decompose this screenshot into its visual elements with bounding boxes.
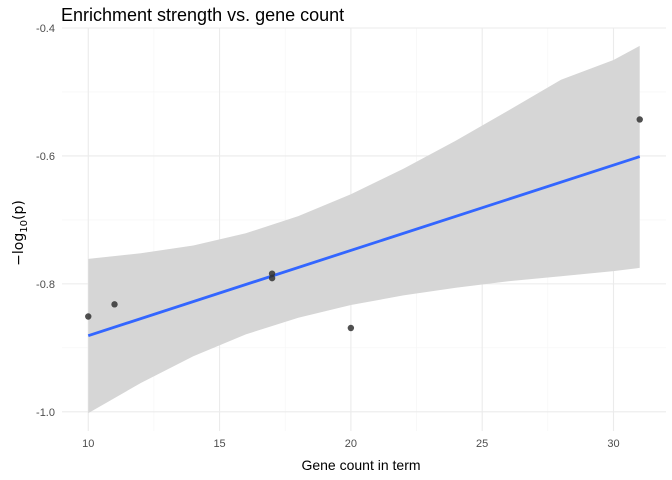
x-tick-label: 30 [607,438,619,450]
y-tick-label: -0.6 [36,151,55,163]
y-axis-title-subscript: 10 [19,220,30,233]
confidence-band-layer [88,45,640,414]
x-tick-label: 15 [213,438,225,450]
chart-title: Enrichment strength vs. gene count [61,5,344,25]
data-point [636,116,643,123]
data-point [347,324,355,332]
x-tick-label: 25 [476,438,488,450]
data-point [268,270,276,277]
regression-line [87,155,641,338]
data-point [111,301,118,308]
y-axis-title: −log10(p) [11,200,30,266]
x-tick-labels: 10 15 20 25 30 [82,438,619,450]
x-tick-label: 20 [345,438,357,450]
y-axis-title-prefix: −log [11,233,27,266]
x-axis-title: Gene count in term [301,457,420,473]
y-tick-label: -0.8 [36,279,55,291]
fit-line-layer [87,155,641,338]
data-point [85,313,92,320]
y-tick-label: -0.4 [36,23,55,35]
point-layer [85,116,643,332]
confidence-band [88,45,640,414]
x-tick-label: 10 [82,438,94,450]
data-point [268,274,276,282]
y-axis-title-suffix: (p) [11,200,27,220]
y-tick-label: -1.0 [36,407,55,419]
y-tick-labels: -1.0 -0.8 -0.6 -0.4 [36,23,55,419]
